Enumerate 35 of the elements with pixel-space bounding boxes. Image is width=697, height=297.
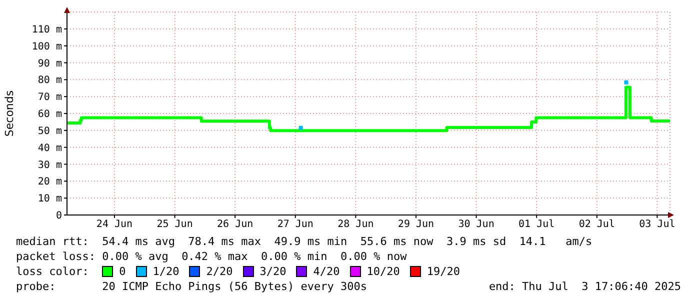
x-tick-label: 25 Jun: [156, 219, 193, 230]
y-tick-label: 50 m: [38, 126, 62, 137]
legend-label: 2/20: [206, 264, 233, 279]
y-tick-label: 0: [56, 210, 62, 222]
x-tick-label: 28 Jun: [338, 219, 374, 230]
x-tick-label: 02 Jul: [578, 219, 615, 230]
legend-label: 10/20: [366, 264, 400, 279]
x-tick-label: 29 Jun: [398, 219, 434, 230]
text: median rtt: 54.4 ms avg 78.4 ms max 49.9 ms min 55.6 ms now 3.9 ms sd 14.1 am/s: [16, 234, 594, 249]
y-tick-label: 70 m: [38, 92, 62, 104]
x-tick-label: 27 Jun: [277, 219, 314, 230]
y-axis-title: Seconds: [2, 90, 16, 137]
legend-label: 0: [119, 264, 126, 279]
text: packet loss: 0.00 % avg 0.42 % max 0.00 % min 0.00 % now: [16, 249, 408, 264]
legend-label: 3/20: [260, 264, 286, 279]
y-tick-label: 10 m: [38, 194, 62, 205]
text: end: Thu Jul 3 17:06:40 2025: [488, 279, 681, 294]
x-tick-label: 03 Jul: [639, 219, 676, 230]
y-tick-label: 40 m: [38, 142, 62, 154]
y-tick-label: 20 m: [38, 176, 62, 188]
y-tick-label: 90 m: [38, 58, 62, 70]
legend-title: loss color:: [16, 264, 90, 279]
legend-label: 4/20: [313, 264, 340, 279]
legend-label: 1/20: [152, 264, 180, 279]
text: probe: 20 ICMP Echo Pings (56 Bytes) every 300s: [16, 279, 367, 294]
y-tick-label: 100 m: [32, 41, 62, 52]
legend-label: 19/20: [426, 264, 460, 279]
x-tick-label: 26 Jun: [217, 219, 254, 230]
y-tick-label: 80 m: [38, 75, 62, 86]
y-tick-label: 30 m: [38, 160, 62, 171]
y-tick-label: 110 m: [32, 24, 62, 36]
y-tick-label: 60 m: [38, 109, 62, 120]
x-tick-label: 24 Jun: [96, 219, 133, 230]
x-tick-label: 30 Jun: [458, 219, 494, 230]
x-tick-label: 01 Jul: [518, 219, 555, 230]
